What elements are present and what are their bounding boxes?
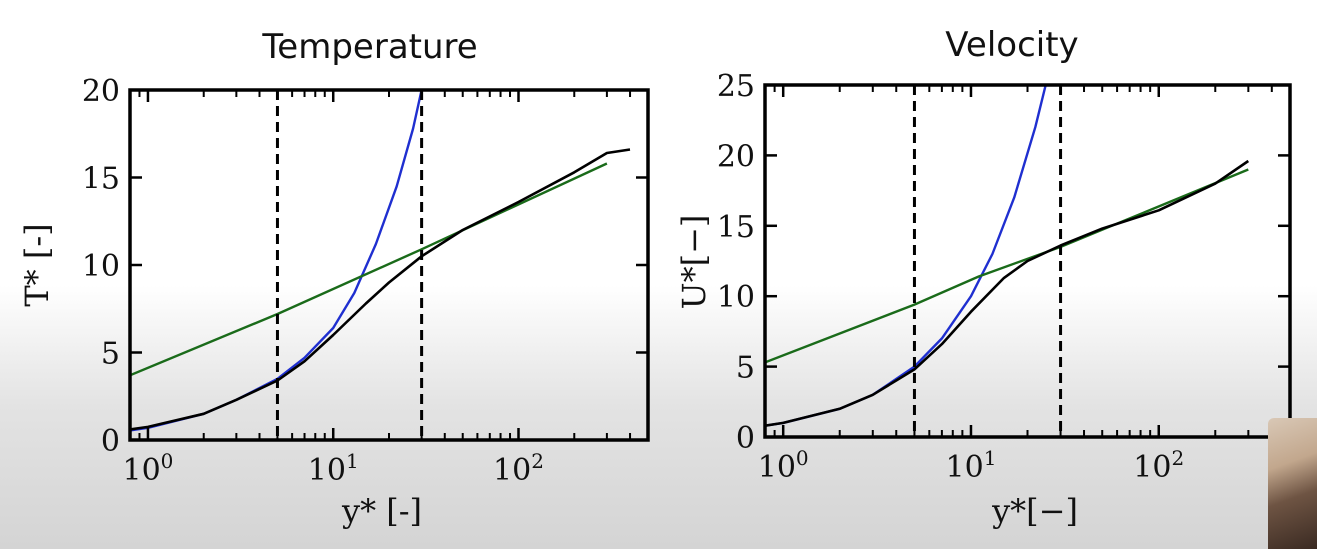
series-line-2 xyxy=(765,159,1250,427)
chart-0: Temperature 100 101 102 0 5 10 15 20 y* [-] T* [-] xyxy=(18,27,650,530)
series-line-0 xyxy=(130,90,423,432)
x-tick-label: 102 xyxy=(1133,446,1184,485)
y-axis-label: U*[−] xyxy=(675,215,713,310)
chart-title: Velocity xyxy=(945,25,1078,65)
y-tick-label: 10 xyxy=(717,280,755,315)
y-tick-label: 20 xyxy=(82,74,120,109)
y-axis-label: T* [-] xyxy=(18,223,56,306)
y-tick-label: 25 xyxy=(717,69,755,104)
webcam-overlay xyxy=(1268,418,1317,549)
x-tick-label: 101 xyxy=(308,449,359,488)
series-line-1 xyxy=(130,162,608,377)
y-tick-label: 15 xyxy=(82,162,120,197)
series-line-1 xyxy=(765,168,1249,364)
y-tick-label: 10 xyxy=(82,249,120,284)
y-tick-label: 0 xyxy=(736,421,755,456)
x-tick-label: 100 xyxy=(122,449,173,488)
series-line-2 xyxy=(130,148,631,431)
x-tick-label: 100 xyxy=(758,446,809,485)
chart-1: Velocity 100 101 102 0 5 10 15 20 25 y*[−] U*[−] xyxy=(675,25,1292,530)
y-tick-label: 5 xyxy=(736,351,755,386)
chart-title: Temperature xyxy=(261,27,477,67)
x-axis-label: y*[−] xyxy=(991,492,1078,530)
y-tick-label: 20 xyxy=(717,139,755,174)
y-tick-label: 5 xyxy=(101,337,120,372)
x-tick-label: 102 xyxy=(493,449,544,488)
x-tick-label: 101 xyxy=(946,446,997,485)
y-tick-label: 0 xyxy=(101,424,120,459)
y-tick-label: 15 xyxy=(717,210,755,245)
x-axis-label: y* [-] xyxy=(341,492,422,530)
